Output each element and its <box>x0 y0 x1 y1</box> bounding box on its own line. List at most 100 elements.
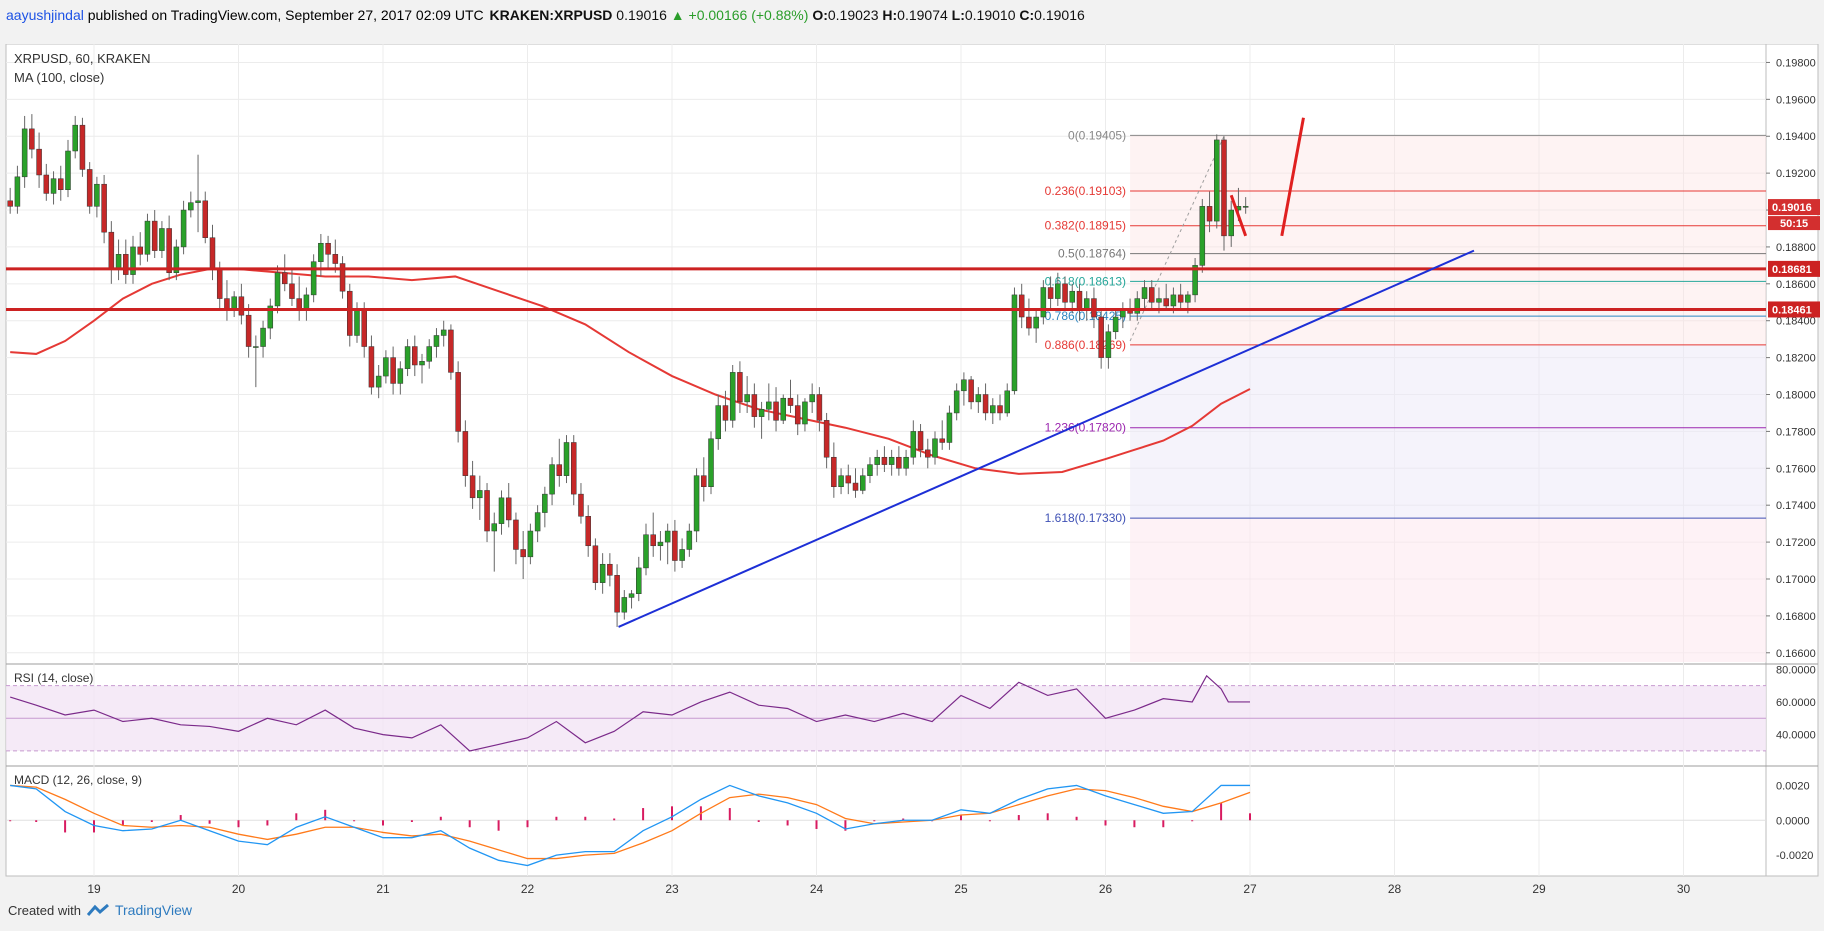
candle-body <box>982 394 989 414</box>
candle <box>426 339 432 369</box>
open-value: 0.19023 <box>827 7 879 23</box>
candle-body <box>578 493 584 517</box>
candle-body <box>498 497 505 524</box>
candle <box>686 523 693 557</box>
x-tick-label: 30 <box>1677 882 1691 896</box>
countdown-label: 50:15 <box>1780 218 1808 230</box>
candle-body <box>303 294 310 310</box>
candle <box>347 283 353 347</box>
candle <box>462 420 469 487</box>
candle-body <box>585 516 591 547</box>
candle-body <box>527 530 534 558</box>
candle-body <box>1091 298 1097 318</box>
candle-body <box>794 405 801 425</box>
candle-body <box>484 490 490 532</box>
candle-body <box>231 296 237 310</box>
candle <box>79 117 86 177</box>
candle-body <box>787 397 794 406</box>
candle <box>679 538 685 568</box>
candle <box>1098 309 1104 369</box>
candle <box>260 320 266 358</box>
author-link[interactable]: aayushjindal <box>6 7 84 23</box>
trading-chart[interactable]: 19 20 21 22 23 24 25 26 27 28 29 30 0.19800 0.19600 0.… <box>0 44 1824 899</box>
candle-body <box>816 394 823 421</box>
candle <box>751 383 758 428</box>
candle <box>1112 309 1119 340</box>
candle-body <box>166 228 172 274</box>
candle-body <box>1018 294 1025 318</box>
candle-body <box>780 397 787 421</box>
candle-body <box>888 456 895 465</box>
candle <box>274 265 281 314</box>
candle-body <box>1163 298 1169 307</box>
open-label: O: <box>812 7 828 23</box>
candle-body <box>1033 316 1039 329</box>
candle <box>1055 272 1061 306</box>
high-value: 0.19074 <box>897 7 948 23</box>
candle <box>1214 134 1220 229</box>
high-label: H: <box>882 7 898 23</box>
candle <box>1091 287 1097 329</box>
tradingview-brand[interactable]: TradingView <box>114 902 193 918</box>
candle <box>643 523 649 576</box>
candle <box>664 523 671 565</box>
candle-body <box>94 183 100 207</box>
candle-body <box>43 174 50 194</box>
x-tick-label: 25 <box>954 882 968 896</box>
macd-histogram-bar <box>555 816 558 821</box>
candle <box>773 387 779 432</box>
candle-body <box>592 545 599 583</box>
fib-zone-middle <box>1130 344 1766 519</box>
candle-body <box>1141 287 1148 299</box>
candle-body <box>903 456 909 469</box>
candle-body <box>513 519 519 550</box>
candle <box>1192 257 1198 303</box>
macd-histogram-bar <box>353 820 356 822</box>
candle-body <box>58 178 64 190</box>
candle <box>412 335 418 377</box>
candle-body <box>137 246 143 255</box>
candle <box>404 339 411 377</box>
macd-histogram-bar <box>208 820 211 824</box>
candle-body <box>643 534 649 569</box>
projection-stroke <box>1280 117 1305 237</box>
y-tick-label: 0.18800 <box>1776 242 1816 254</box>
y-tick-label: 0.18000 <box>1776 390 1816 402</box>
candle-body <box>1105 331 1112 358</box>
fib-level-label: 0.5(0.18764) <box>1058 247 1126 261</box>
candle-body <box>318 242 324 262</box>
fib-level-label: 0.886(0.18269) <box>1045 338 1126 352</box>
candle-body <box>390 357 396 384</box>
candle-body <box>383 357 389 377</box>
candle-body <box>773 401 779 421</box>
y-tick-label: 0.19600 <box>1776 94 1816 106</box>
symbol: KRAKEN:XRPUSD <box>489 7 613 23</box>
candle <box>961 372 967 406</box>
fib-level-label: 1.618(0.17330) <box>1045 511 1126 525</box>
candle <box>144 213 151 262</box>
candle <box>1141 280 1148 310</box>
candle-body <box>433 335 440 347</box>
candle <box>722 390 729 432</box>
candle <box>505 483 512 528</box>
candle <box>1221 136 1227 251</box>
macd-histogram-bar <box>671 806 673 821</box>
candle <box>101 174 107 244</box>
x-tick-label: 22 <box>521 882 535 896</box>
candle <box>1004 383 1010 417</box>
candle <box>281 254 288 292</box>
candle-body <box>932 438 938 458</box>
candle-body <box>188 202 194 211</box>
candle-body <box>281 272 288 285</box>
candle-body <box>274 272 281 307</box>
price-label-tag <box>1768 260 1820 277</box>
rsi-title: RSI (14, close) <box>14 671 93 685</box>
candle-body <box>542 493 548 513</box>
candle-body <box>910 431 917 458</box>
candle <box>838 468 844 495</box>
close-label: C: <box>1019 7 1035 23</box>
candle <box>845 464 852 495</box>
countdown-tag <box>1768 216 1820 231</box>
candle <box>859 468 866 495</box>
candle <box>758 401 765 439</box>
